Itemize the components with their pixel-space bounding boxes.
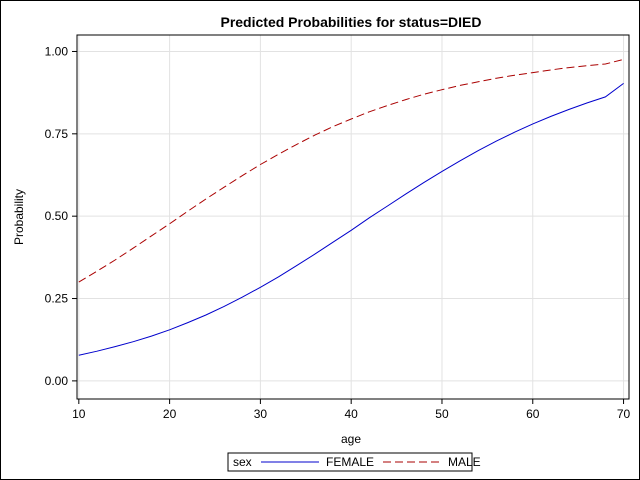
legend-entries: FEMALE MALE [261,455,481,469]
legend-label-male: MALE [448,455,481,469]
chart-title: Predicted Probabilities for status=DIED [220,14,481,30]
series-line-male [78,58,624,283]
series-lines [78,58,624,356]
grid-lines [77,35,629,399]
y-tick-label: 0.00 [45,374,69,388]
y-tick-label: 0.75 [45,127,69,141]
y-tick-label: 0.25 [45,292,69,306]
x-tick-label: 20 [163,407,177,421]
legend: sex FEMALE MALE [227,452,481,472]
y-tick-label: 1.00 [45,44,69,58]
legend-label-female: FEMALE [326,455,374,469]
axis-ticks: 10 20 30 40 50 60 70 0.00 0.25 0.50 0.75 1.00 [45,44,631,421]
x-tick-label: 10 [72,407,86,421]
plot-area [76,34,630,400]
legend-box [227,452,473,472]
x-tick-label: 60 [526,407,540,421]
series-line-female [78,82,624,356]
x-tick-label: 30 [254,407,268,421]
legend-title: sex [233,455,252,469]
x-axis-label: age [341,432,361,446]
x-tick-label: 70 [617,407,631,421]
x-tick-label: 50 [435,407,449,421]
x-tick-label: 40 [345,407,359,421]
y-axis-label: Probability [12,189,26,245]
y-tick-label: 0.50 [45,209,69,223]
